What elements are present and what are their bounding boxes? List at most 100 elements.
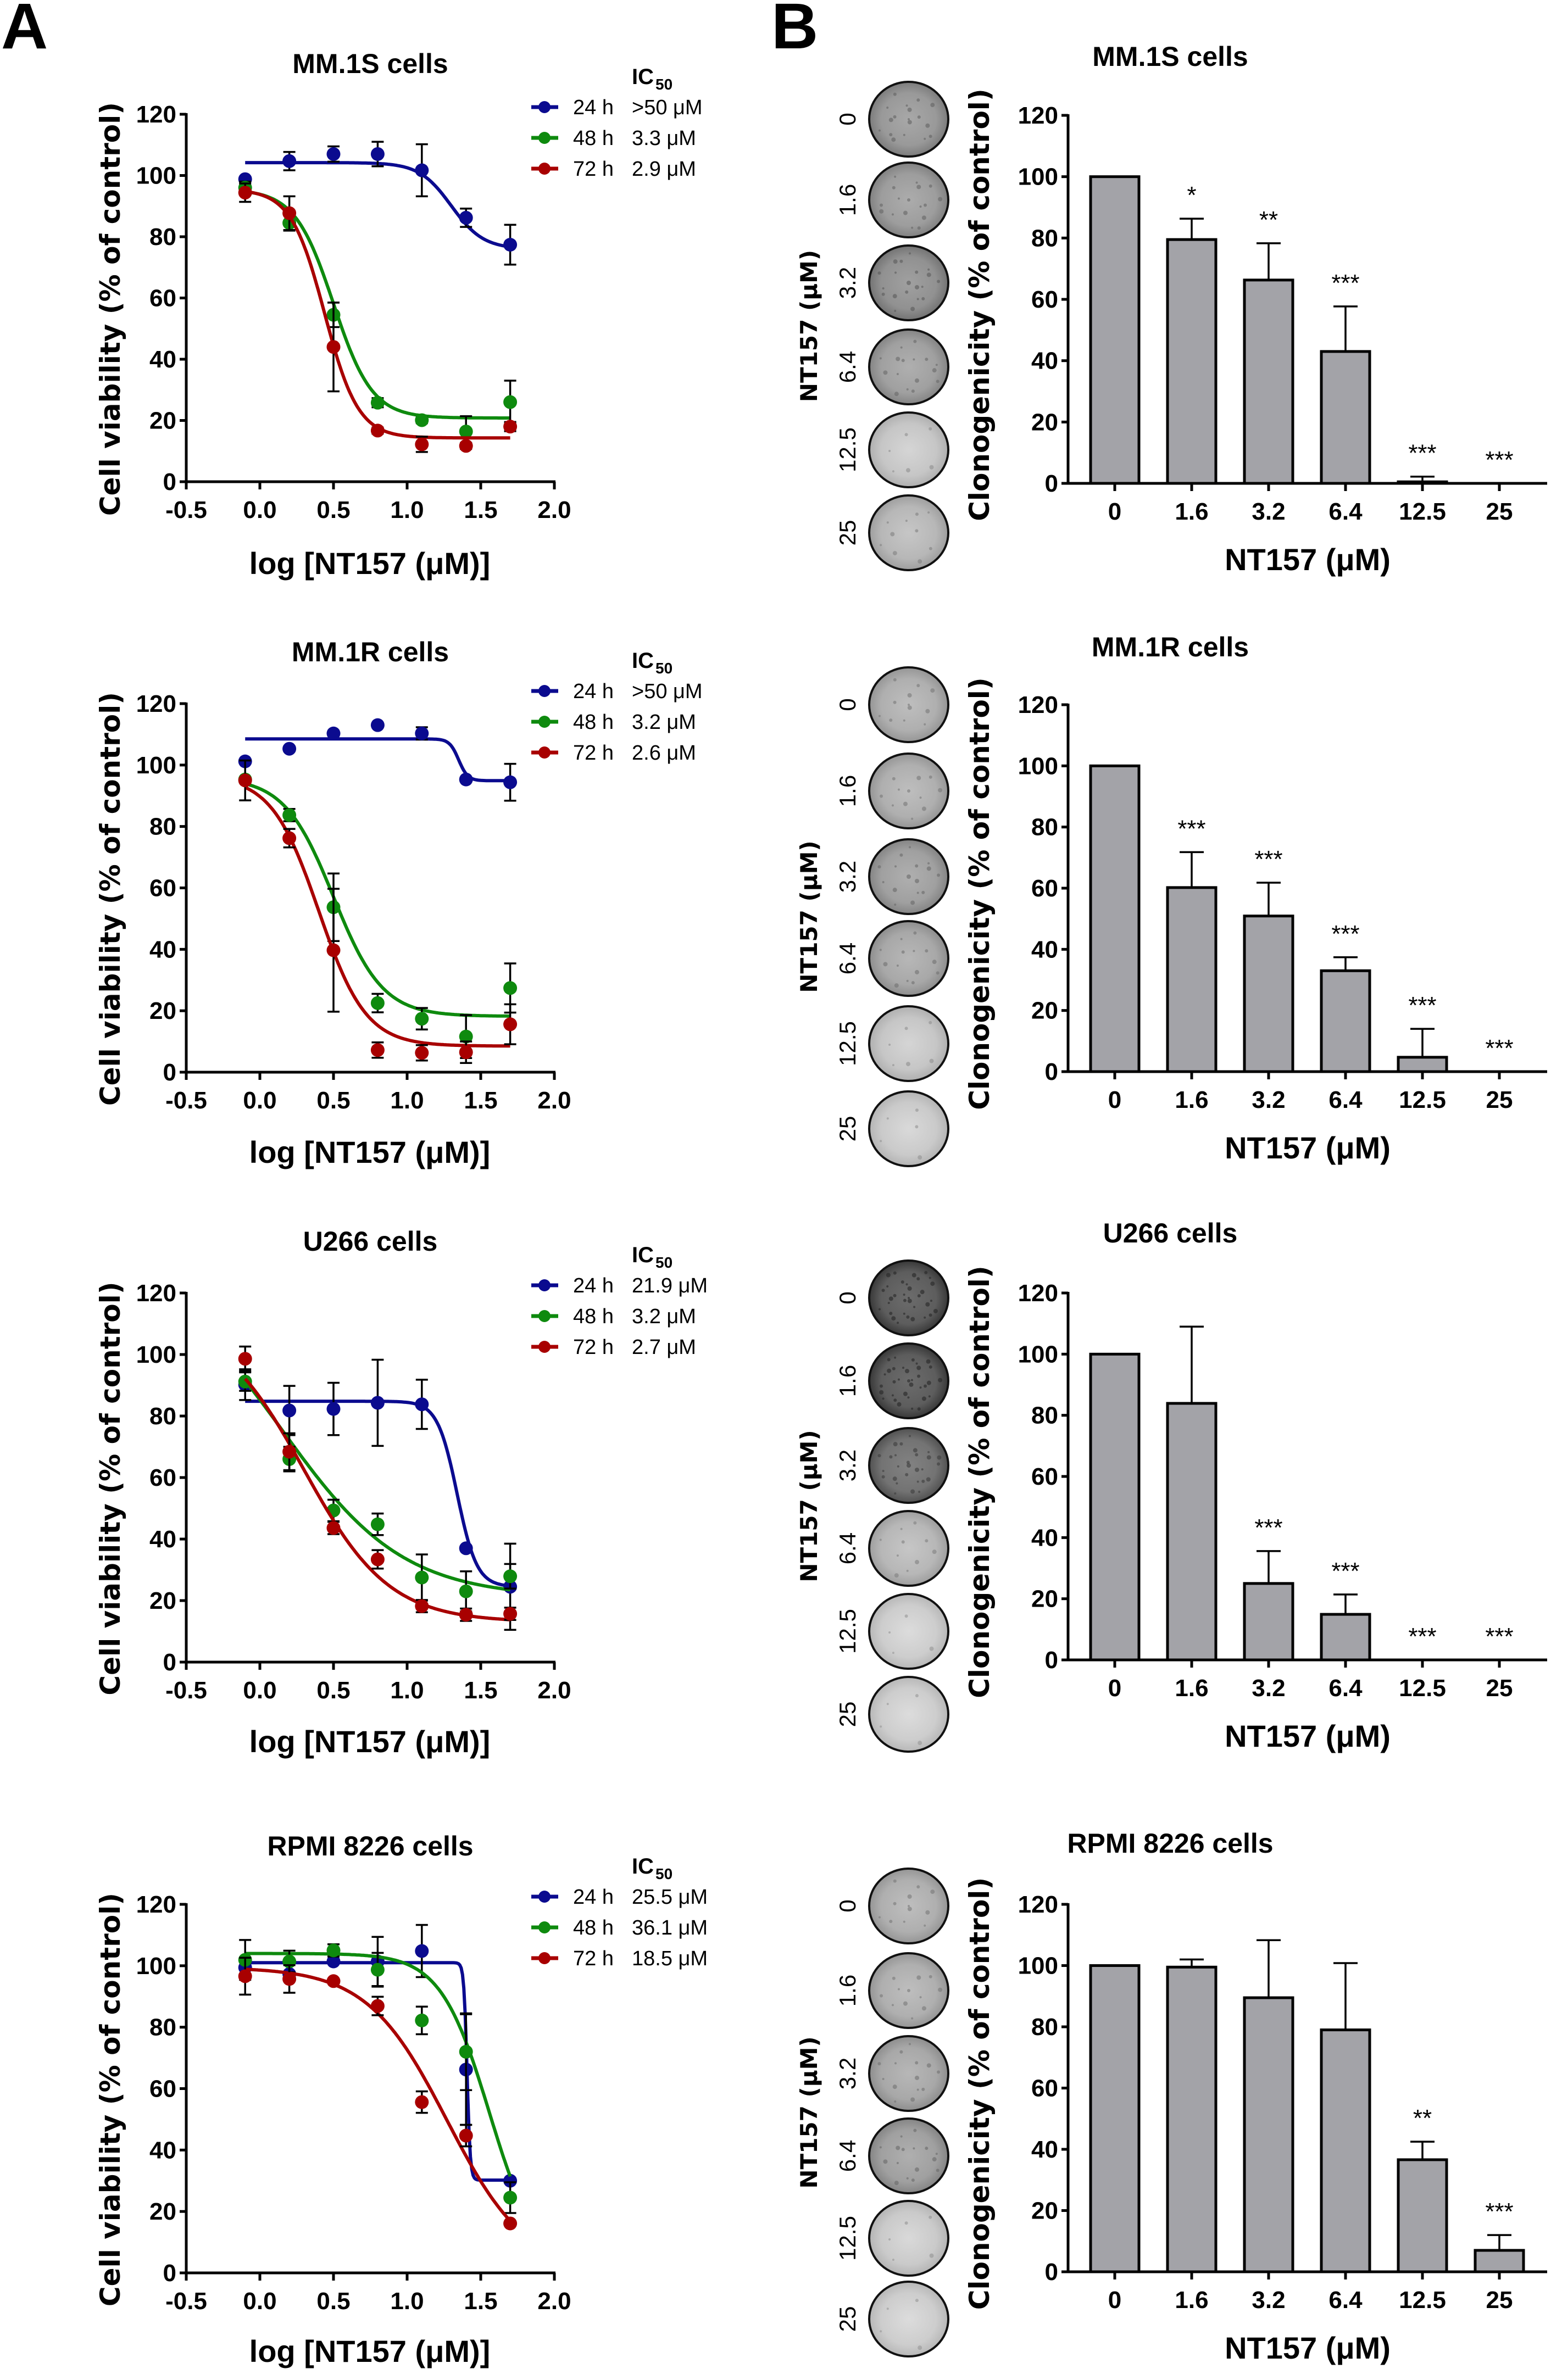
y-tick-label: 100: [1018, 1953, 1058, 1980]
colony-speck: [938, 1378, 943, 1383]
plate-label: 3.2: [835, 267, 860, 299]
y-tick-label: 20: [149, 1587, 176, 1614]
data-point: [459, 1541, 473, 1556]
colony-speck: [937, 2070, 941, 2074]
y-tick-label: 120: [1018, 1280, 1058, 1307]
y-tick-label: 60: [149, 285, 176, 312]
colony-speck: [929, 1021, 932, 1024]
colony-speck: [916, 891, 919, 894]
legend-title: IC: [632, 65, 654, 89]
colony-speck: [929, 2215, 932, 2219]
colony-plate: [868, 1510, 949, 1587]
colony-speck: [917, 1407, 921, 1411]
y-tick-label: 20: [1031, 1586, 1058, 1613]
colony-speck: [889, 718, 893, 722]
colony-speck: [900, 1528, 903, 1530]
chart-title: U266 cells: [1103, 1218, 1238, 1248]
plate-label: 3.2: [835, 1450, 860, 1481]
colony-speck: [936, 971, 940, 975]
plate-label: 1.6: [835, 1365, 860, 1397]
y-tick-label: 0: [163, 1649, 176, 1676]
colony-speck: [883, 2159, 888, 2164]
x-axis-title: NT157 (μM): [1225, 1130, 1391, 1165]
colony-plate: [868, 1593, 949, 1670]
colony-speck: [903, 1298, 907, 1302]
chart-title: MM.1S cells: [1092, 41, 1248, 72]
colony-speck: [891, 2004, 894, 2006]
colony-speck: [921, 1396, 926, 1401]
colony-speck: [908, 1435, 911, 1437]
x-tick-label: 3.2: [1252, 1086, 1285, 1113]
colony-speck: [917, 1294, 921, 1298]
colony-speck: [897, 1378, 900, 1381]
colony-speck: [932, 960, 937, 965]
x-tick-label: 0.0: [243, 497, 276, 523]
data-point: [459, 210, 473, 225]
colony-speck: [929, 1313, 932, 1317]
colony-speck: [908, 846, 911, 849]
colony-speck: [905, 1283, 908, 1286]
colony-speck: [925, 709, 930, 714]
colony-speck: [919, 1996, 922, 1999]
data-point: [459, 1584, 473, 1598]
colony-speck: [913, 1306, 916, 1308]
colony-speck: [908, 704, 910, 706]
y-tick-label: 20: [1031, 2198, 1058, 2225]
y-tick-label: 0: [1045, 470, 1058, 497]
colony-speck: [899, 259, 903, 263]
colony-speck: [907, 693, 912, 698]
colony-speck: [901, 950, 905, 954]
bar: [1089, 175, 1141, 485]
colony-speck: [904, 2221, 908, 2225]
x-tick-label: 2.0: [537, 497, 571, 523]
colony-speck: [897, 197, 900, 200]
significance-marker: ***: [1485, 2198, 1513, 2225]
colony-speck: [914, 378, 919, 383]
colony-speck: [905, 468, 910, 473]
colony-speck: [905, 1473, 909, 1476]
colony-speck: [916, 298, 919, 300]
colony-speck: [915, 529, 919, 533]
bar: [1320, 2028, 1371, 2273]
y-tick-label: 20: [149, 2198, 176, 2225]
colony-speck: [887, 1302, 890, 1305]
x-tick-label: 1.6: [1175, 1675, 1208, 1702]
colony-speck: [921, 2006, 926, 2011]
x-tick-label: 2.0: [537, 1677, 571, 1704]
plate-label: 6.4: [835, 2140, 860, 2172]
colony-plate: [868, 1005, 949, 1082]
plate-label: 1.6: [835, 775, 860, 807]
colony-speck: [893, 678, 897, 682]
legend-label: 24 h: [573, 96, 614, 119]
x-tick-label: 25: [1486, 1675, 1513, 1702]
y-tick-label: 60: [1031, 286, 1058, 313]
colony-speck: [879, 357, 882, 360]
legend-ic50: 3.2 μM: [632, 711, 696, 734]
colony-speck: [927, 511, 930, 514]
colony-speck: [894, 983, 899, 988]
colony-speck: [894, 175, 897, 178]
charts-layer: MM.1S cells 0 20 40 60 80 100 120 -0.5 0.0 0.5 1.0 1…: [94, 41, 1547, 2368]
colony-speck: [935, 364, 938, 366]
plate-label: 25: [835, 520, 860, 546]
data-point: [326, 1954, 341, 1969]
colony-speck: [913, 1521, 917, 1525]
significance-marker: ***: [1408, 1623, 1436, 1650]
y-tick-label: 120: [136, 690, 176, 717]
colony-speck: [889, 1920, 893, 1924]
colony-speck: [901, 359, 905, 363]
data-point: [326, 1521, 341, 1535]
colony-speck: [903, 1312, 905, 1315]
data-point: [370, 996, 385, 1010]
data-point: [415, 1046, 429, 1060]
colony-speck: [921, 286, 924, 288]
y-tick-label: 120: [136, 101, 176, 128]
data-point: [238, 1352, 252, 1366]
legend-ic50: >50 μM: [632, 96, 703, 119]
significance-marker: ***: [1254, 1514, 1282, 1541]
chart-title: MM.1R cells: [1092, 632, 1249, 662]
colony-speck: [921, 215, 926, 220]
x-tick-label: -0.5: [165, 1087, 207, 1114]
colony-speck: [909, 1382, 914, 1387]
colony-speck: [894, 271, 897, 274]
